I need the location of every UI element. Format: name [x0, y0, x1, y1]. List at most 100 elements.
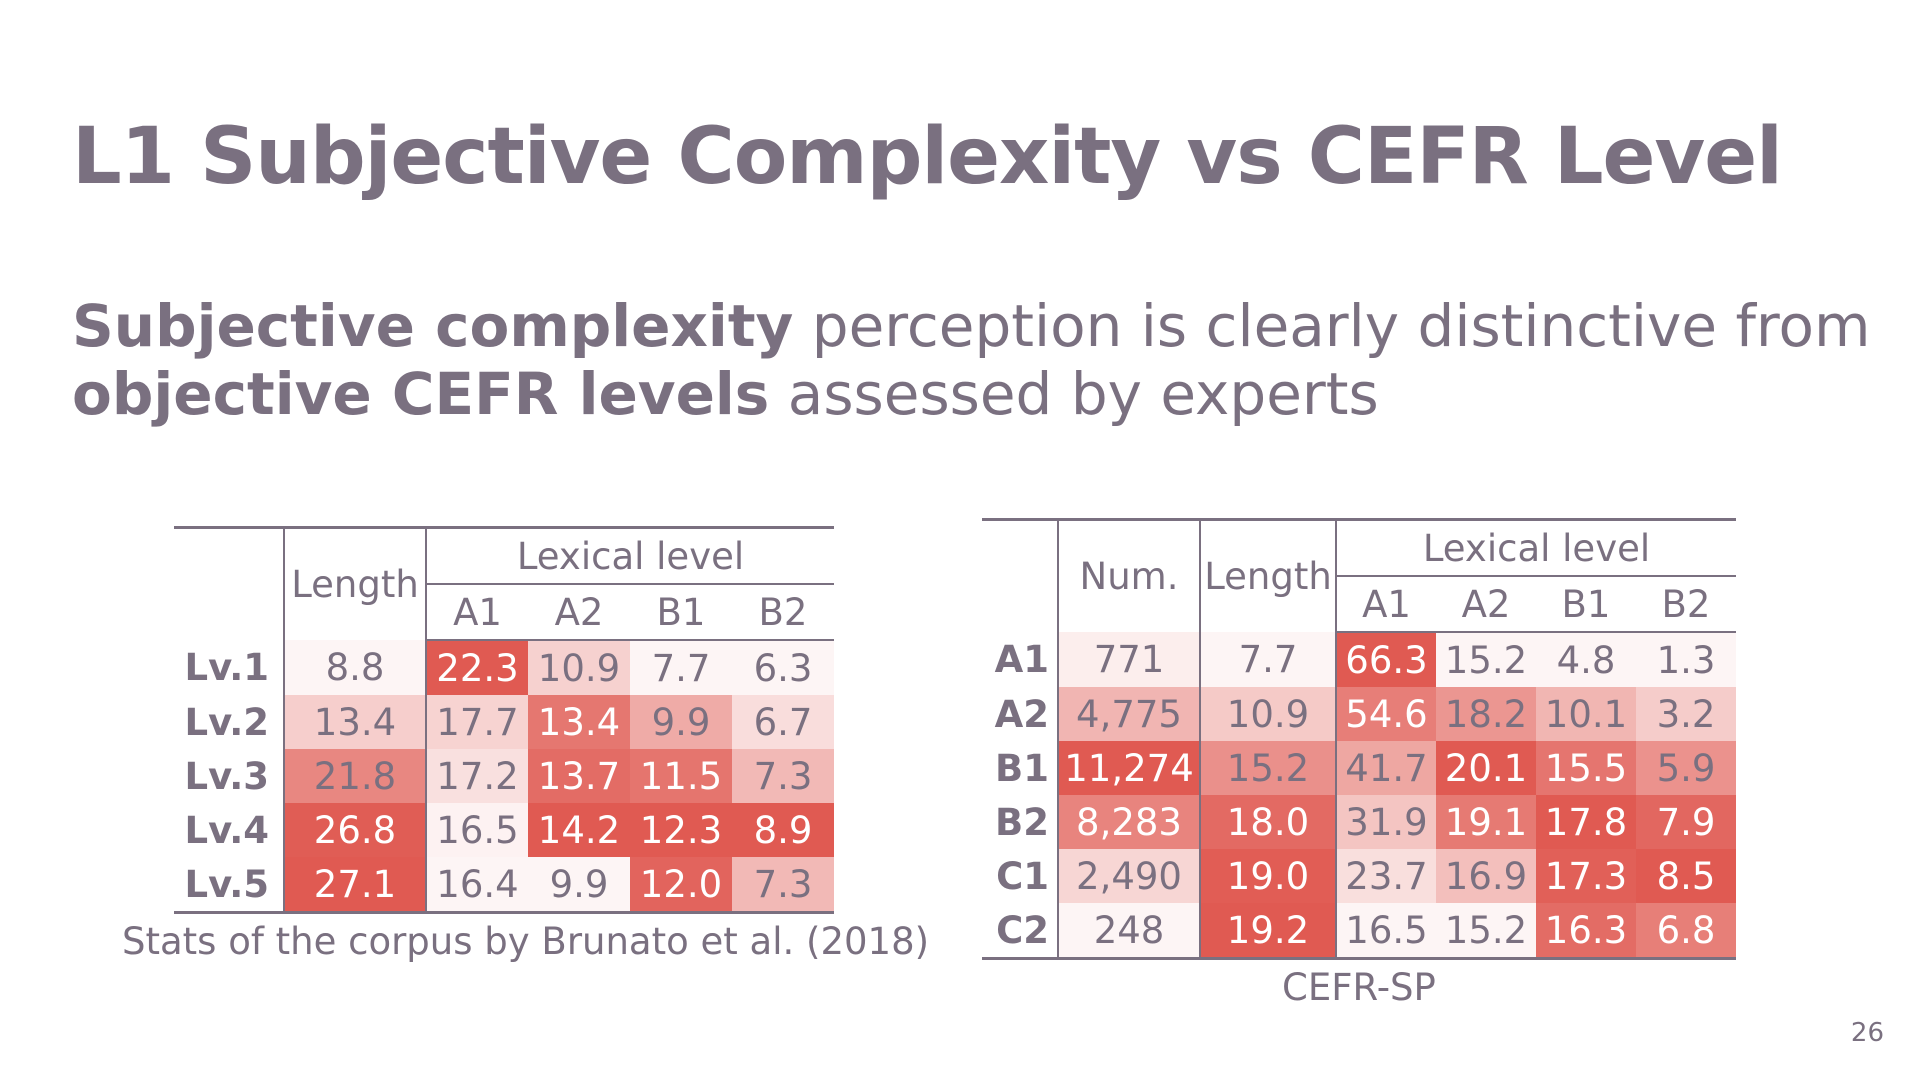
lexical-cell: 17.3	[1536, 849, 1636, 903]
lexical-cell: 6.7	[732, 695, 834, 749]
lexical-cell: 10.9	[528, 640, 630, 695]
num-cell: 8,283	[1058, 795, 1201, 849]
lexical-cell: 11.5	[630, 749, 732, 803]
table-row: Lv.4 26.8 16.5 14.2 12.3 8.9	[174, 803, 834, 857]
lexical-cell: 5.9	[1636, 741, 1736, 795]
table-row: C1 2,490 19.0 23.7 16.9 17.3 8.5	[982, 849, 1736, 903]
num-cell: 4,775	[1058, 687, 1201, 741]
length-cell: 8.8	[284, 640, 427, 695]
row-label: Lv.4	[174, 803, 285, 857]
lexical-cell: 8.5	[1636, 849, 1736, 903]
lexical-cell: 8.9	[732, 803, 834, 857]
lexical-cell: 4.8	[1536, 632, 1636, 687]
page-number: 26	[1850, 1018, 1884, 1048]
lexical-cell: 3.2	[1636, 687, 1736, 741]
right-stats-table: Num. Length Lexical level A1 A2 B1 B2 A1…	[982, 518, 1736, 960]
lexical-cell: 7.3	[732, 749, 834, 803]
length-cell: 13.4	[284, 695, 427, 749]
lexical-cell: 6.8	[1636, 903, 1736, 960]
length-cell: 7.7	[1200, 632, 1337, 687]
lexical-cell: 9.9	[528, 857, 630, 914]
row-label: B2	[982, 795, 1059, 849]
right-table-body: A1 771 7.7 66.3 15.2 4.8 1.3 A2 4,775 10.9 54.6 18.…	[982, 632, 1736, 960]
table-row: Lv.1 8.8 22.3 10.9 7.7 6.3	[174, 640, 834, 695]
length-cell: 18.0	[1200, 795, 1337, 849]
lexical-cell: 13.4	[528, 695, 630, 749]
lexical-cell: 1.3	[1636, 632, 1736, 687]
subtitle-bold-1: Subjective complexity	[72, 292, 794, 360]
right-header-length: Length	[1200, 518, 1337, 632]
length-cell: 15.2	[1200, 741, 1337, 795]
lexical-cell: 19.1	[1436, 795, 1536, 849]
row-label: Lv.1	[174, 640, 285, 695]
lexical-cell: 7.3	[732, 857, 834, 914]
lexical-cell: 9.9	[630, 695, 732, 749]
right-header-a2: A2	[1436, 575, 1536, 633]
lexical-cell: 12.3	[630, 803, 732, 857]
left-header-lexical: Lexical level	[426, 526, 834, 584]
row-label: Lv.5	[174, 857, 285, 914]
table-row: B1 11,274 15.2 41.7 20.1 15.5 5.9	[982, 741, 1736, 795]
lexical-cell: 18.2	[1436, 687, 1536, 741]
right-header-num: Num.	[1058, 518, 1201, 632]
lexical-cell: 16.4	[426, 857, 528, 914]
num-cell: 248	[1058, 903, 1201, 960]
right-table-caption: CEFR-SP	[1282, 966, 1436, 1009]
lexical-cell: 17.2	[426, 749, 528, 803]
slide-title: L1 Subjective Complexity vs CEFR Level	[72, 112, 1783, 202]
left-header-length: Length	[284, 526, 427, 640]
table-row: B2 8,283 18.0 31.9 19.1 17.8 7.9	[982, 795, 1736, 849]
lexical-cell: 31.9	[1336, 795, 1436, 849]
lexical-cell: 66.3	[1336, 632, 1436, 687]
right-header-a1: A1	[1336, 575, 1436, 633]
subtitle-text-1: perception is clearly distinctive from	[793, 292, 1871, 360]
lexical-cell: 23.7	[1336, 849, 1436, 903]
length-cell: 10.9	[1200, 687, 1337, 741]
lexical-cell: 20.1	[1436, 741, 1536, 795]
table-row: Lv.2 13.4 17.7 13.4 9.9 6.7	[174, 695, 834, 749]
lexical-cell: 7.7	[630, 640, 732, 695]
left-stats-table: Length Lexical level A1 A2 B1 B2 Lv.1 8.8…	[174, 526, 834, 914]
row-label: A2	[982, 687, 1059, 741]
left-header-a1: A1	[426, 583, 528, 641]
row-label: Lv.2	[174, 695, 285, 749]
row-label: Lv.3	[174, 749, 285, 803]
lexical-cell: 13.7	[528, 749, 630, 803]
lexical-cell: 54.6	[1336, 687, 1436, 741]
row-label: C1	[982, 849, 1059, 903]
num-cell: 2,490	[1058, 849, 1201, 903]
table-row: C2 248 19.2 16.5 15.2 16.3 6.8	[982, 903, 1736, 960]
lexical-cell: 16.3	[1536, 903, 1636, 960]
left-table-caption: Stats of the corpus by Brunato et al. (2…	[122, 920, 930, 963]
lexical-cell: 15.5	[1536, 741, 1636, 795]
lexical-cell: 15.2	[1436, 903, 1536, 960]
subtitle-text-2: assessed by experts	[769, 360, 1379, 428]
left-header-b1: B1	[630, 583, 732, 641]
lexical-cell: 16.5	[1336, 903, 1436, 960]
lexical-cell: 6.3	[732, 640, 834, 695]
right-header-lexical: Lexical level	[1336, 518, 1736, 576]
length-cell: 21.8	[284, 749, 427, 803]
lexical-cell: 16.5	[426, 803, 528, 857]
length-cell: 26.8	[284, 803, 427, 857]
lexical-cell: 14.2	[528, 803, 630, 857]
table-row: Lv.3 21.8 17.2 13.7 11.5 7.3	[174, 749, 834, 803]
lexical-cell: 17.7	[426, 695, 528, 749]
table-row: A2 4,775 10.9 54.6 18.2 10.1 3.2	[982, 687, 1736, 741]
left-header-a2: A2	[528, 583, 630, 641]
num-cell: 11,274	[1058, 741, 1201, 795]
slide-subtitle: Subjective complexity perception is clea…	[72, 292, 1872, 428]
right-header-b2: B2	[1636, 575, 1736, 633]
length-cell: 19.0	[1200, 849, 1337, 903]
row-label: B1	[982, 741, 1059, 795]
length-cell: 19.2	[1200, 903, 1337, 960]
right-header-b1: B1	[1536, 575, 1636, 633]
table-row: A1 771 7.7 66.3 15.2 4.8 1.3	[982, 632, 1736, 687]
left-table-body: Lv.1 8.8 22.3 10.9 7.7 6.3 Lv.2 13.4 17.7 13.4 9.9…	[174, 640, 834, 914]
left-table-wrap: Length Lexical level A1 A2 B1 B2 Lv.1 8.8…	[174, 526, 834, 914]
lexical-cell: 15.2	[1436, 632, 1536, 687]
row-label: A1	[982, 632, 1059, 687]
row-label: C2	[982, 903, 1059, 960]
lexical-cell: 17.8	[1536, 795, 1636, 849]
subtitle-bold-2: objective CEFR levels	[72, 360, 770, 428]
